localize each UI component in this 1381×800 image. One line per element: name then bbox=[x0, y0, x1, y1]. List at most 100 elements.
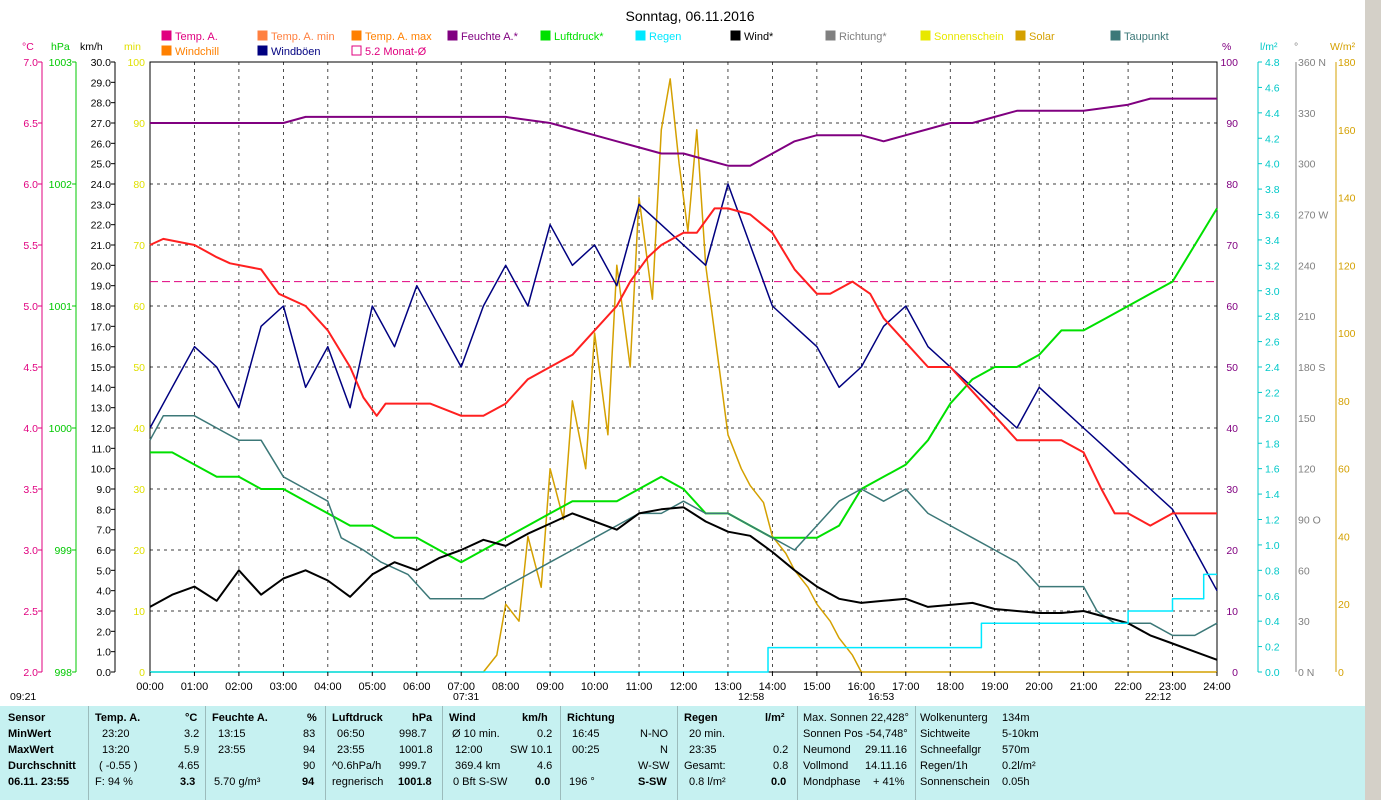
tick-label-wind: 30.0 bbox=[91, 57, 112, 69]
tick-label-solar: 0 bbox=[1338, 667, 1344, 679]
tick-label-humidity: 10 bbox=[1226, 606, 1238, 618]
tick-label-pressure: 1003 bbox=[49, 57, 73, 69]
temp-min-time: 23:20 bbox=[102, 728, 130, 740]
tick-label-wind: 2.0 bbox=[96, 626, 111, 638]
tick-label-direction: 90 O bbox=[1298, 515, 1321, 527]
tick-label-sun_min: 30 bbox=[133, 484, 145, 496]
direction-max-time: 00:25 bbox=[572, 744, 600, 756]
x-tick-label: 03:00 bbox=[270, 681, 298, 693]
tick-label-wind: 29.0 bbox=[91, 77, 112, 89]
tick-label-rain: 3.2 bbox=[1265, 260, 1280, 272]
x-tick-label: 00:00 bbox=[136, 681, 164, 693]
tick-label-rain: 2.6 bbox=[1265, 337, 1280, 349]
wind-header: Wind bbox=[449, 712, 476, 724]
chart-title: Sonntag, 06.11.2016 bbox=[626, 8, 755, 24]
misc-visibility-value: 5-10km bbox=[1002, 728, 1039, 740]
legend-label: Temp. A. min bbox=[271, 31, 335, 43]
temp-avg-value: 4.65 bbox=[178, 760, 200, 772]
legend-label: Solar bbox=[1029, 31, 1055, 43]
tick-label-wind: 8.0 bbox=[96, 504, 111, 516]
tick-label-sun_min: 0 bbox=[139, 667, 145, 679]
x-tick-label: 10:00 bbox=[581, 681, 609, 693]
astro-sun-pos: Sonnen Pos -54,748° bbox=[803, 728, 908, 740]
temp-header: Temp. A. bbox=[95, 712, 141, 724]
tick-label-solar: 20 bbox=[1338, 599, 1350, 611]
row-min-label: MinWert bbox=[8, 728, 52, 740]
astro-moonphase-value: + 41% bbox=[873, 776, 905, 788]
rain-header: Regen bbox=[684, 712, 718, 724]
tick-label-wind: 23.0 bbox=[91, 199, 112, 211]
tick-label-sun_min: 100 bbox=[127, 57, 145, 69]
x-tick-label: 06:00 bbox=[403, 681, 431, 693]
x-tick-label: 21:00 bbox=[1070, 681, 1098, 693]
x-tick-label: 24:00 bbox=[1203, 681, 1231, 693]
legend-label: 5.2 Monat-Ø bbox=[365, 46, 427, 58]
direction-min-value: N-NO bbox=[640, 728, 669, 740]
current-date: 06.11. 23:55 bbox=[8, 776, 70, 788]
humidity-avg-value: 90 bbox=[303, 760, 316, 772]
tick-label-humidity: 30 bbox=[1226, 484, 1238, 496]
misc-visibility-label: Sichtweite bbox=[920, 728, 971, 740]
tick-label-wind: 10.0 bbox=[91, 464, 112, 476]
series-luftdruck bbox=[150, 207, 1218, 564]
tick-label-pressure: 998 bbox=[54, 667, 72, 679]
astro-fullmoon-label: Vollmond bbox=[803, 760, 849, 772]
legend-label: Richtung* bbox=[839, 31, 887, 43]
tick-label-temp: 6.0 bbox=[23, 179, 38, 191]
legend-swatch bbox=[351, 30, 362, 41]
wind-beaufort: 0 Bft S-SW bbox=[453, 776, 508, 788]
tick-label-temp: 5.5 bbox=[23, 240, 38, 252]
series-layer bbox=[149, 78, 1218, 673]
time-marker: 07:31 bbox=[453, 691, 479, 703]
tick-label-wind: 12.0 bbox=[91, 423, 112, 435]
tick-label-temp: 5.0 bbox=[23, 301, 38, 313]
series-solar bbox=[150, 78, 1217, 673]
tick-label-wind: 26.0 bbox=[91, 138, 112, 150]
row-max-label: MaxWert bbox=[8, 744, 54, 756]
time-marker: 16:53 bbox=[868, 691, 894, 703]
humidity-unit: % bbox=[307, 712, 317, 724]
tick-label-wind: 6.0 bbox=[96, 545, 111, 557]
legend-swatch bbox=[1110, 30, 1121, 41]
pressure-max-value: 1001.8 bbox=[399, 744, 433, 756]
tick-label-rain: 2.2 bbox=[1265, 387, 1280, 399]
tick-label-direction: 30 bbox=[1298, 616, 1310, 628]
tick-label-temp: 6.5 bbox=[23, 118, 38, 130]
tick-label-direction: 150 bbox=[1298, 413, 1316, 425]
pressure-min-time: 06:50 bbox=[337, 728, 365, 740]
misc-snowline-label: Schneefallgr bbox=[920, 744, 982, 756]
misc-sunshine-value: 0.05h bbox=[1002, 776, 1030, 788]
humidity-max-value: 94 bbox=[303, 744, 316, 756]
legend-swatch bbox=[540, 30, 551, 41]
tick-label-direction: 300 bbox=[1298, 159, 1316, 171]
tick-label-sun_min: 20 bbox=[133, 545, 145, 557]
pressure-max-time: 23:55 bbox=[337, 744, 365, 756]
x-tick-label: 20:00 bbox=[1025, 681, 1053, 693]
tick-label-solar: 120 bbox=[1338, 260, 1356, 272]
tick-label-rain: 2.4 bbox=[1265, 362, 1280, 374]
temp-trend: ( -0.55 ) bbox=[99, 760, 138, 772]
pressure-unit: hPa bbox=[412, 712, 433, 724]
tick-label-humidity: 0 bbox=[1232, 667, 1238, 679]
tick-label-direction: 210 bbox=[1298, 311, 1316, 323]
tick-label-rain: 1.2 bbox=[1265, 515, 1280, 527]
tick-label-pressure: 1001 bbox=[49, 301, 73, 313]
series-wind bbox=[149, 506, 1218, 661]
unit-humidity: % bbox=[1222, 41, 1231, 53]
tick-label-sun_min: 60 bbox=[133, 301, 145, 313]
wind-max-value: SW 10.1 bbox=[510, 744, 553, 756]
rain-total-label: Gesamt: bbox=[684, 760, 726, 772]
tick-label-temp: 2.5 bbox=[23, 606, 38, 618]
tick-label-rain: 1.6 bbox=[1265, 464, 1280, 476]
pressure-forecast: regnerisch bbox=[332, 776, 384, 788]
tick-label-solar: 180 bbox=[1338, 57, 1356, 69]
tick-label-direction: 240 bbox=[1298, 260, 1316, 272]
tick-label-solar: 40 bbox=[1338, 531, 1350, 543]
humidity-max-time: 23:55 bbox=[218, 744, 246, 756]
tick-label-humidity: 100 bbox=[1220, 57, 1238, 69]
tick-label-wind: 16.0 bbox=[91, 342, 112, 354]
tick-label-temp: 3.0 bbox=[23, 545, 38, 557]
x-tick-label: 23:00 bbox=[1159, 681, 1187, 693]
rain-current-value: 0.0 bbox=[771, 776, 787, 788]
x-tick-label: 12:00 bbox=[670, 681, 698, 693]
